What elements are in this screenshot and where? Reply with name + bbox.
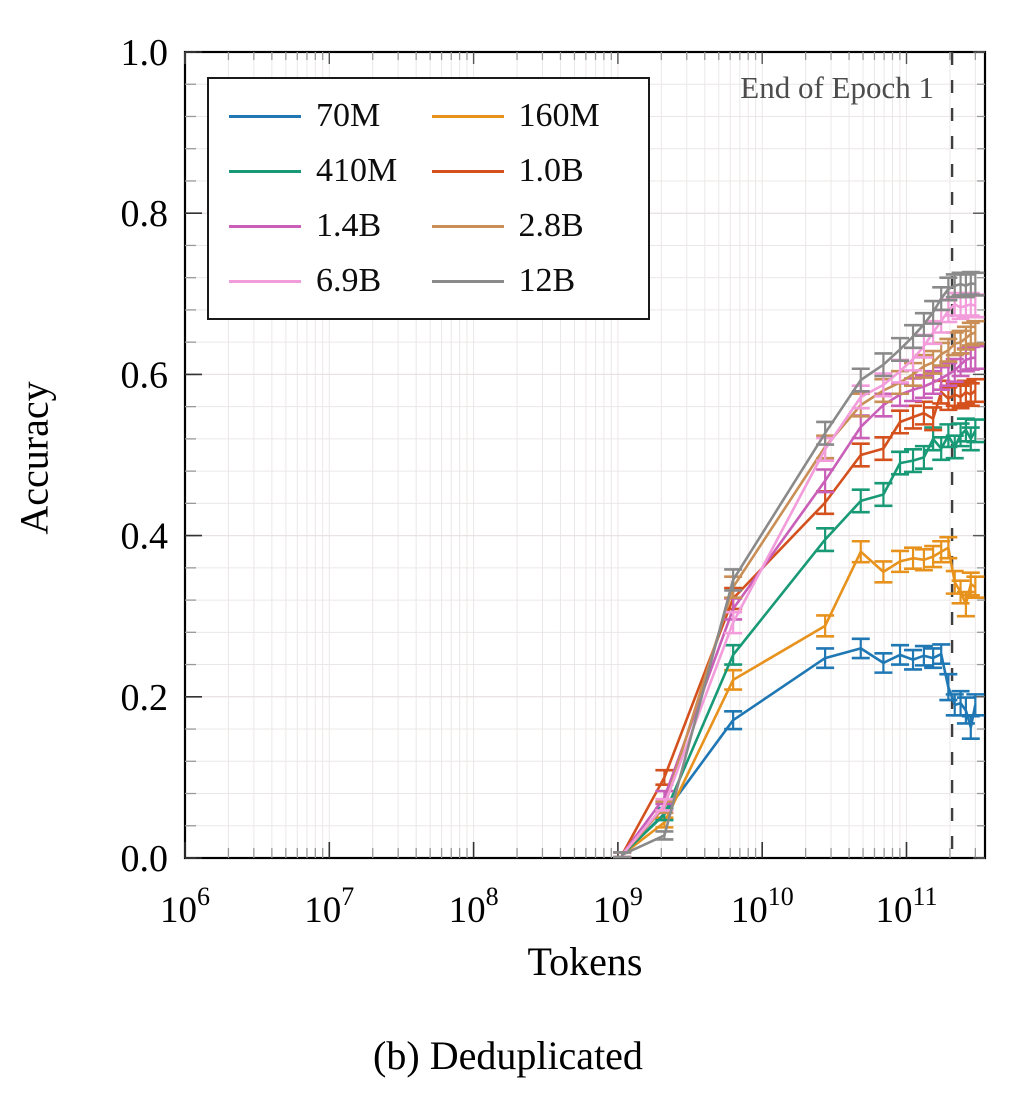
legend-line-swatch-6.9B xyxy=(229,279,301,283)
legend-item-6.9B: 6.9B xyxy=(229,257,432,305)
axis-ticks xyxy=(184,51,985,859)
legend-label-6.9B: 6.9B xyxy=(316,262,382,299)
legend-line-swatch-1.4B xyxy=(229,224,301,228)
legend-item-2.8B: 2.8B xyxy=(431,202,635,250)
legend-item-410M: 410M xyxy=(229,147,432,195)
legend-label-1.4B: 1.4B xyxy=(316,207,382,244)
series-12B xyxy=(613,270,985,859)
series-line-1.0B xyxy=(620,389,977,856)
legend-item-160M: 160M xyxy=(431,92,635,140)
legend-item-12B: 12B xyxy=(431,257,635,305)
y-axis-title: Accuracy xyxy=(11,381,57,535)
x-tick-label-10e6: 106 xyxy=(160,882,210,931)
x-tick-label-10e9: 109 xyxy=(593,882,643,931)
legend-label-1.0B: 1.0B xyxy=(518,152,584,189)
legend-line-swatch-12B xyxy=(431,279,504,283)
legend-line-swatch-70M xyxy=(229,114,301,118)
y-tick-label-0.2: 0.2 xyxy=(121,677,169,719)
series-70M xyxy=(613,637,985,859)
y-tick-label-0.0: 0.0 xyxy=(121,838,169,880)
x-tick-label-10e8: 108 xyxy=(449,882,499,931)
series-line-1.4B xyxy=(621,356,976,856)
end-of-epoch-annotation: End of Epoch 1 xyxy=(740,70,934,105)
y-tick-label-0.4: 0.4 xyxy=(121,516,169,558)
series-410M xyxy=(613,417,985,859)
legend-label-2.8B: 2.8B xyxy=(518,207,584,244)
legend-item-1.4B: 1.4B xyxy=(229,202,432,250)
x-tick-label-10e11: 1011 xyxy=(875,882,937,931)
series-1.4B xyxy=(613,344,985,859)
x-axis-title: Tokens xyxy=(527,939,643,984)
legend: 70M 160M 410M 1.0B 1.4B 2.8B 6.9B 12B xyxy=(207,77,650,320)
legend-line-swatch-2.8B xyxy=(431,224,504,228)
plot-border xyxy=(183,50,987,860)
legend-line-swatch-1.0B xyxy=(431,169,504,173)
x-tick-label-10e7: 107 xyxy=(304,882,354,931)
y-tick-label-1.0: 1.0 xyxy=(121,32,169,74)
legend-label-160M: 160M xyxy=(518,97,600,134)
legend-label-410M: 410M xyxy=(316,152,398,189)
legend-label-12B: 12B xyxy=(518,262,576,299)
figure-caption: (b) Deduplicated xyxy=(373,1033,643,1078)
legend-line-swatch-160M xyxy=(431,114,504,118)
x-tick-label-10e10: 1010 xyxy=(731,882,794,931)
y-tick-label-0.6: 0.6 xyxy=(121,354,169,396)
y-tick-label-0.8: 0.8 xyxy=(121,193,169,235)
legend-item-1.0B: 1.0B xyxy=(431,147,635,195)
legend-item-70M: 70M xyxy=(229,92,432,140)
series-line-160M xyxy=(621,546,977,856)
legend-line-swatch-410M xyxy=(229,169,301,173)
series-160M xyxy=(613,535,985,859)
legend-label-70M: 70M xyxy=(316,97,381,134)
